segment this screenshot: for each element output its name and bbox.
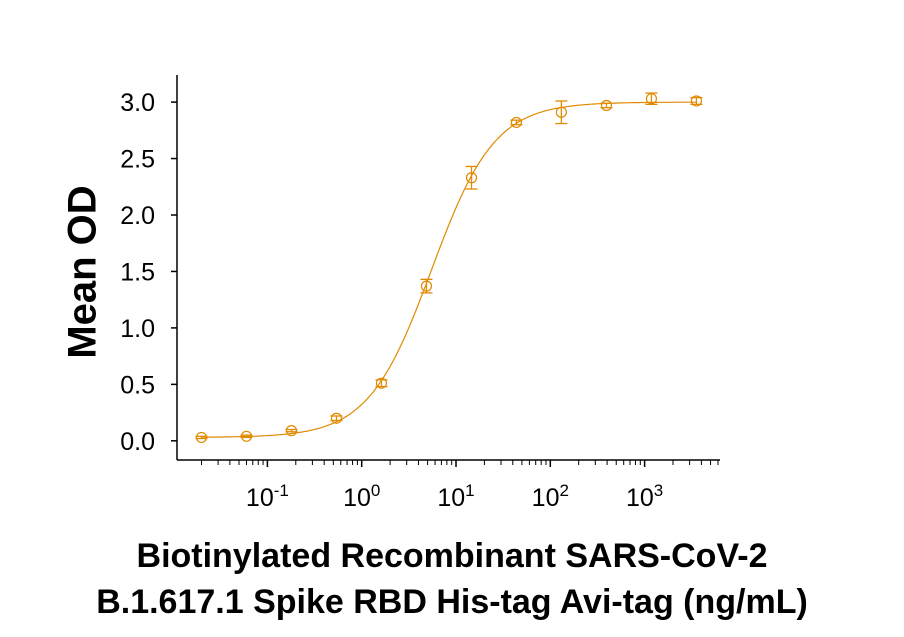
y-tick-label: 3.0 xyxy=(120,89,155,117)
x-tick-label: 101 xyxy=(437,481,474,512)
y-tick-label: 0.0 xyxy=(120,428,155,456)
y-tick-label: 1.0 xyxy=(120,315,155,343)
x-tick-label: 102 xyxy=(532,481,569,512)
x-tick-exponent: -1 xyxy=(274,481,289,500)
data-point xyxy=(375,377,388,389)
x-axis-label-line-2: B.1.617.1 Spike RBD His-tag Avi-tag (ng/… xyxy=(96,583,808,621)
x-tick-base: 10 xyxy=(437,484,465,512)
x-tick-exponent: 0 xyxy=(371,481,380,500)
x-tick-base: 10 xyxy=(626,484,654,512)
data-point xyxy=(330,412,343,424)
x-tick-exponent: 1 xyxy=(465,481,474,500)
x-tick-label: 103 xyxy=(626,481,663,512)
data-point xyxy=(510,116,523,129)
y-tick-label: 1.5 xyxy=(120,258,155,286)
x-tick-label: 10-1 xyxy=(246,481,289,512)
data-point xyxy=(555,106,567,118)
data-point xyxy=(465,172,478,184)
x-tick-base: 10 xyxy=(343,484,371,512)
x-axis-label-line-1: Biotinylated Recombinant SARS-CoV-2 xyxy=(136,537,768,575)
data-point xyxy=(195,431,208,444)
data-point xyxy=(240,430,253,442)
fit-curve xyxy=(201,101,697,438)
data-point xyxy=(285,425,298,437)
y-tick-label: 0.5 xyxy=(120,371,155,399)
data-point xyxy=(420,280,433,292)
y-tick-label: 2.5 xyxy=(120,146,155,174)
x-tick-exponent: 3 xyxy=(654,481,663,500)
x-tick-exponent: 2 xyxy=(559,481,568,500)
y-tick-label: 2.0 xyxy=(120,202,155,230)
data-point xyxy=(600,99,613,112)
x-tick-base: 10 xyxy=(532,484,560,512)
x-tick-label: 100 xyxy=(343,481,380,512)
data-point xyxy=(690,95,703,107)
y-axis-label: Mean OD xyxy=(60,185,105,359)
data-point xyxy=(645,93,658,105)
x-tick-base: 10 xyxy=(246,484,274,512)
